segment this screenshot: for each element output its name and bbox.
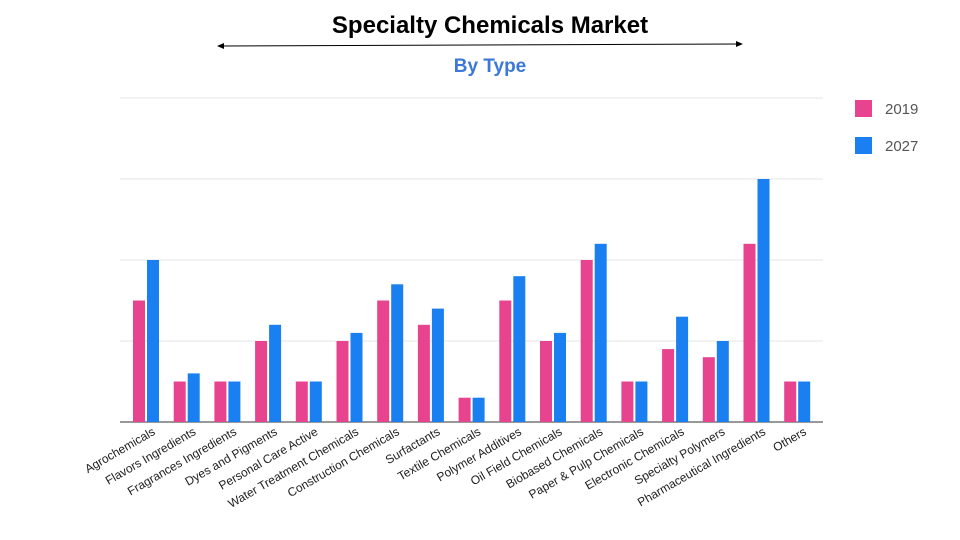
bar-2027-6 [391,284,404,422]
legend-label: 2027 [885,138,918,155]
bar-2019-10 [540,341,552,422]
legend-swatch-2027 [855,137,872,154]
bar-2019-6 [377,300,390,422]
bar-2027-12 [635,381,648,422]
bar-2027-15 [757,179,770,422]
chart-title: Specialty Chemicals Market [332,12,648,39]
legend-swatch-2019 [855,100,872,117]
bar-2027-7 [431,308,444,422]
bar-2027-13 [676,316,689,422]
bar-2019-2 [214,381,227,422]
bar-2019-4 [295,381,308,422]
bar-2027-10 [554,332,566,422]
bar-2027-1 [187,373,200,422]
bar-2027-16 [798,381,811,422]
bar-2019-16 [784,381,797,422]
bar-2019-1 [173,381,186,422]
bar-2027-9 [513,276,526,422]
bar-2019-14 [702,357,715,422]
bar-2019-8 [458,397,471,422]
bar-2019-11 [580,260,593,422]
bar-2019-12 [621,381,634,422]
bar-2019-3 [255,341,268,422]
bar-2019-0 [133,300,145,422]
chart-subtitle: By Type [454,56,527,77]
bar-2027-11 [594,243,607,422]
bar-2027-5 [350,332,363,422]
bar-2027-0 [147,260,159,422]
bar-2027-14 [716,341,729,422]
title-arrow [217,41,743,49]
legend-label: 2019 [885,101,918,118]
bar-2027-2 [228,381,241,422]
bar-2019-15 [743,243,756,422]
bar-2027-8 [472,397,485,422]
bar-2019-9 [499,300,512,422]
x-tick-label: Others [771,424,809,454]
bar-2019-5 [336,341,349,422]
bar-2019-7 [417,324,430,422]
bar-2019-13 [662,349,675,422]
bar-2027-3 [269,324,282,422]
bar-2027-4 [309,381,322,422]
